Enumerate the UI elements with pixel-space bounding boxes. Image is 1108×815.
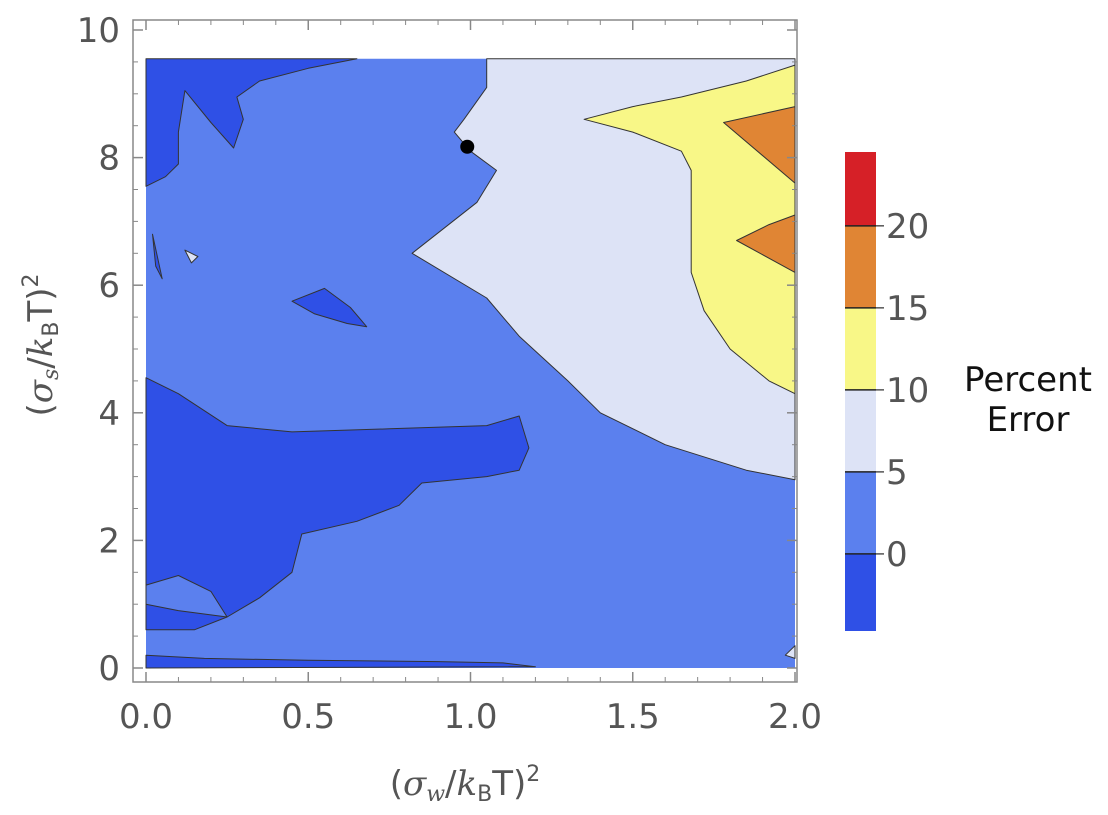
y-tick-label: 8 xyxy=(98,139,120,179)
contour-region-5-10 xyxy=(784,645,796,659)
contour-layer xyxy=(145,58,796,669)
x-tick-label: 2.0 xyxy=(768,697,822,737)
y-tick-label: 10 xyxy=(77,11,120,51)
data-marker-point xyxy=(460,139,475,154)
colorbar-tick-label: 5 xyxy=(886,453,908,493)
colorbar-tick-label: 15 xyxy=(886,289,929,329)
y-axis: 0 2 4 6 8 10 xyxy=(77,11,797,689)
colorbar-band xyxy=(845,553,876,631)
contour-region-5-10 xyxy=(184,249,199,264)
contour-region-<0 xyxy=(145,58,358,187)
y-tick-label: 6 xyxy=(98,266,120,306)
y-tick-label: 4 xyxy=(98,394,120,434)
colorbar-band xyxy=(845,152,876,226)
x-axis: 0.0 0.5 1.0 1.5 2.0 xyxy=(119,20,822,737)
contour-region-<0 xyxy=(152,233,163,280)
colorbar-title-line-1: Percent xyxy=(964,360,1092,400)
contour-region-0-5 xyxy=(145,575,228,618)
colorbar-band xyxy=(845,307,876,390)
colorbar-tick-label: 20 xyxy=(886,207,929,247)
x-axis-label: (σw/kBT)2 xyxy=(390,762,541,807)
contour-region-<0 xyxy=(291,287,368,328)
contour-region-10-15 xyxy=(583,64,796,395)
y-axis-label-group: (σs/kBT)2 xyxy=(19,274,64,417)
contour-region-15-20 xyxy=(723,106,796,184)
colorbar-title-line-2: Error xyxy=(987,400,1070,440)
y-axis-label: (σs/kBT)2 xyxy=(19,274,64,417)
x-tick-label: 0.0 xyxy=(119,697,173,737)
contour-region-<0 xyxy=(145,654,536,669)
plot-frame xyxy=(132,19,798,683)
contour-region-<0 xyxy=(145,377,530,631)
y-tick-label: 2 xyxy=(98,521,120,561)
x-tick-label: 1.0 xyxy=(443,697,497,737)
colorbar-band xyxy=(845,389,876,472)
colorbar-band xyxy=(845,225,876,308)
colorbar-band xyxy=(845,471,876,554)
y-tick-label: 0 xyxy=(98,649,120,689)
marker-layer xyxy=(460,139,475,154)
colorbar-tick-label: 10 xyxy=(886,371,929,411)
colorbar-tick-label: 0 xyxy=(886,535,908,575)
x-tick-label: 0.5 xyxy=(281,697,335,737)
x-tick-label: 1.5 xyxy=(606,697,660,737)
colorbar: 0 5 10 15 20 xyxy=(845,152,929,631)
